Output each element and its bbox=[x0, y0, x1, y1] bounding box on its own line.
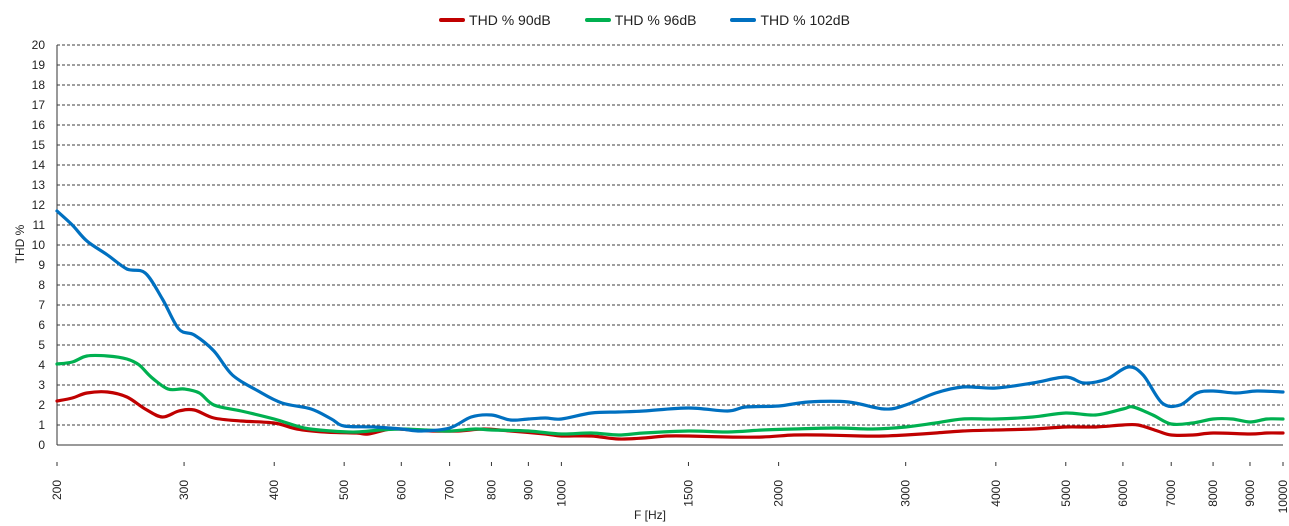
x-tick-label-10000: 10000 bbox=[1276, 480, 1289, 514]
y-tick-label-5: 5 bbox=[38, 338, 45, 352]
x-tick-label-8000: 8000 bbox=[1206, 480, 1220, 507]
y-tick-label-18: 18 bbox=[32, 78, 46, 92]
legend-item-90db: THD % 90dB bbox=[439, 10, 551, 30]
y-tick-label-1: 1 bbox=[38, 418, 45, 432]
y-tick-label-11: 11 bbox=[33, 218, 46, 232]
y-tick-label-0: 0 bbox=[38, 438, 45, 452]
legend-swatch-96db bbox=[584, 18, 611, 22]
x-axis-label: F [Hz] bbox=[634, 508, 666, 522]
y-tick-label-10: 10 bbox=[32, 238, 46, 252]
series-line-1 bbox=[55, 353, 1285, 437]
x-tick-label-3000: 3000 bbox=[899, 480, 913, 507]
y-tick-label-14: 14 bbox=[32, 158, 46, 172]
x-tick-label-9000: 9000 bbox=[1243, 480, 1257, 507]
x-tick-label-5000: 5000 bbox=[1059, 480, 1073, 507]
legend-swatch-90db bbox=[439, 18, 466, 22]
x-tick-label-700: 700 bbox=[443, 480, 457, 500]
x-tick-label-500: 500 bbox=[337, 480, 351, 500]
x-tick-label-800: 800 bbox=[484, 480, 498, 500]
y-tick-label-16: 16 bbox=[32, 118, 46, 132]
x-tick-label-6000: 6000 bbox=[1116, 480, 1130, 507]
y-tick-label-7: 7 bbox=[38, 298, 45, 312]
series-line-0 bbox=[55, 390, 1285, 441]
y-tick-label-17: 17 bbox=[32, 98, 46, 112]
x-tick-label-600: 600 bbox=[394, 480, 408, 500]
chart-legend: THD % 90dB THD % 96dB THD % 102dB bbox=[0, 10, 1289, 30]
y-tick-label-13: 13 bbox=[32, 178, 46, 192]
legend-label-102db: THD % 102dB bbox=[760, 12, 850, 28]
x-tick-label-4000: 4000 bbox=[989, 480, 1003, 507]
x-tick-label-400: 400 bbox=[267, 480, 281, 500]
y-axis-label: THD % bbox=[13, 224, 27, 264]
x-tick-label-2000: 2000 bbox=[772, 480, 786, 507]
y-tick-label-12: 12 bbox=[32, 198, 46, 212]
y-tick-label-6: 6 bbox=[38, 318, 45, 332]
x-tick-label-1000: 1000 bbox=[554, 480, 568, 507]
legend-item-96db: THD % 96dB bbox=[584, 10, 697, 30]
series-line-2 bbox=[55, 209, 1285, 433]
y-tick-label-15: 15 bbox=[32, 138, 46, 152]
y-tick-label-20: 20 bbox=[32, 38, 46, 52]
x-tick-label-1500: 1500 bbox=[681, 480, 695, 507]
y-tick-label-2: 2 bbox=[38, 398, 45, 412]
y-tick-label-4: 4 bbox=[38, 358, 45, 372]
x-tick-label-200: 200 bbox=[50, 480, 64, 500]
legend-swatch-102db bbox=[730, 18, 757, 22]
legend-label-96db: THD % 96dB bbox=[614, 12, 697, 28]
x-tick-label-900: 900 bbox=[521, 480, 535, 500]
x-tick-label-7000: 7000 bbox=[1164, 480, 1178, 507]
legend-label-90db: THD % 90dB bbox=[469, 12, 551, 28]
y-tick-label-8: 8 bbox=[38, 278, 45, 292]
y-tick-label-3: 3 bbox=[38, 378, 45, 392]
x-tick-label-300: 300 bbox=[177, 480, 191, 500]
legend-item-102db: THD % 102dB bbox=[730, 10, 850, 30]
y-tick-label-9: 9 bbox=[38, 258, 45, 272]
y-tick-label-19: 19 bbox=[32, 58, 46, 72]
